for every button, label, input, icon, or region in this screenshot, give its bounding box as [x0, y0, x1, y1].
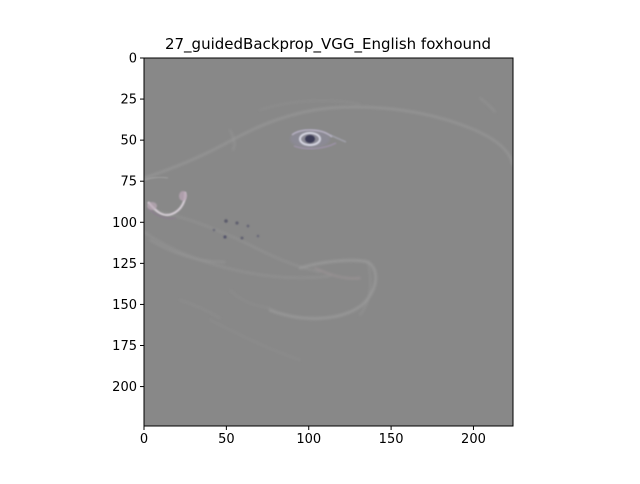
y-tick-label: 150 [112, 298, 137, 313]
x-tick-label: 150 [379, 432, 404, 447]
axes-frame [143, 57, 514, 427]
image-area [144, 58, 513, 426]
nose-feature [144, 176, 187, 220]
eye-feature [290, 129, 347, 150]
x-tick-label: 200 [461, 432, 486, 447]
x-tick-label: 0 [140, 432, 148, 447]
muzzle-dots-feature [212, 219, 260, 240]
y-tick-label: 25 [120, 93, 137, 108]
y-tick-label: 75 [120, 175, 137, 190]
x-tick-label: 50 [218, 432, 235, 447]
x-tick-label: 100 [296, 432, 321, 447]
y-tick-label: 50 [120, 134, 137, 149]
y-axis-ticks: 0 25 50 75 100 125 150 175 200 [112, 52, 144, 395]
y-tick-label: 100 [112, 216, 137, 231]
saliency-background [144, 58, 513, 426]
y-tick-label: 0 [129, 52, 137, 67]
y-tick-label: 125 [112, 257, 137, 272]
saliency-texture [144, 97, 513, 361]
y-tick-label: 200 [112, 380, 137, 395]
y-tick-label: 175 [112, 339, 137, 354]
x-axis-ticks: 0 50 100 150 200 [140, 426, 486, 447]
chart-title: 27_guidedBackprop_VGG_English foxhound [165, 35, 491, 54]
